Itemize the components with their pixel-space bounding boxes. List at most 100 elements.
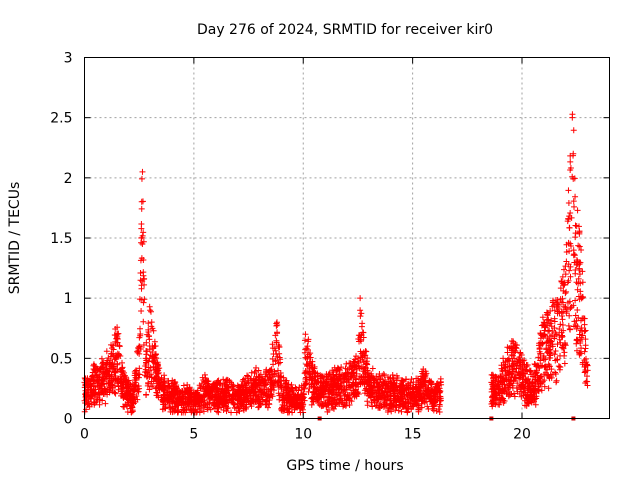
data-point: [212, 393, 219, 400]
data-point: [169, 398, 176, 405]
data-point: [275, 390, 282, 397]
data-point: [269, 356, 276, 363]
data-point: [406, 390, 413, 397]
data-point: [533, 368, 540, 375]
data-point: [551, 351, 558, 358]
data-point: [308, 373, 315, 380]
y-axis-label: SRMTID / TECUs: [7, 182, 23, 295]
data-point: [284, 405, 291, 412]
data-point: [366, 382, 373, 389]
data-point: [87, 395, 94, 402]
data-point: [305, 338, 312, 345]
data-point: [329, 395, 336, 402]
data-point: [518, 388, 525, 395]
data-point: [203, 387, 210, 394]
data-point: [214, 389, 221, 396]
data-point: [582, 327, 589, 334]
data-point: [545, 385, 552, 392]
data-point: [180, 404, 187, 411]
data-point: [140, 238, 147, 245]
data-point: [584, 378, 591, 385]
data-point: [138, 255, 145, 262]
data-point: [141, 372, 148, 379]
data-point: [251, 382, 258, 389]
data-point: [356, 338, 363, 345]
data-point: [137, 325, 144, 332]
data-point: [554, 341, 561, 348]
data-point: [141, 296, 148, 303]
data-point: [370, 391, 377, 398]
data-point: [123, 403, 130, 410]
data-point: [334, 384, 341, 391]
data-point: [416, 396, 423, 403]
data-point: [348, 372, 355, 379]
data-point: [393, 395, 400, 402]
data-point: [295, 393, 302, 400]
data-point: [135, 345, 142, 352]
data-point: [129, 391, 136, 398]
data-point: [289, 389, 296, 396]
y-tick-label: 1.5: [50, 231, 72, 247]
grid-lines: [84, 57, 610, 419]
data-point: [579, 279, 586, 286]
data-point: [403, 376, 410, 383]
data-point: [174, 406, 181, 413]
data-point: [349, 366, 356, 373]
data-point: [142, 362, 149, 369]
data-point: [355, 332, 362, 339]
data-point: [539, 340, 546, 347]
data-point: [299, 403, 306, 410]
data-point: [532, 401, 539, 408]
data-point: [488, 379, 495, 386]
data-point: [224, 396, 231, 403]
data-point: [260, 382, 267, 389]
data-point: [567, 158, 574, 165]
data-point: [540, 352, 547, 359]
data-point: [172, 379, 179, 386]
data-point: [304, 363, 311, 370]
data-point: [278, 381, 285, 388]
data-point: [404, 409, 411, 416]
data-point: [250, 398, 257, 405]
data-point: [500, 388, 507, 395]
data-point: [582, 336, 589, 343]
data-point: [311, 373, 318, 380]
data-point: [499, 395, 506, 402]
data-point: [559, 316, 566, 323]
data-point: [199, 374, 206, 381]
data-point: [571, 259, 578, 266]
data-point: [280, 374, 287, 381]
data-point: [559, 295, 566, 302]
data-point: [298, 386, 305, 393]
data-point: [566, 224, 573, 231]
data-point: [274, 319, 280, 326]
data-point: [572, 193, 579, 200]
data-point: [112, 368, 119, 374]
data-point: [275, 360, 282, 367]
data-point: [397, 380, 404, 387]
data-point: [512, 341, 519, 348]
data-point: [138, 235, 145, 241]
data-point: [573, 279, 580, 286]
data-point: [222, 390, 229, 397]
data-point: [285, 381, 292, 388]
data-point: [209, 381, 216, 388]
data-point: [561, 352, 568, 359]
data-point: [521, 385, 528, 392]
data-point: [375, 404, 382, 411]
data-point: [572, 267, 579, 274]
data-point: [415, 393, 422, 400]
data-point: [507, 377, 514, 384]
data-point: [408, 390, 415, 397]
data-point: [541, 383, 548, 390]
data-point: [303, 374, 310, 381]
data-point: [255, 376, 262, 383]
data-point: [104, 391, 111, 398]
data-point: [329, 383, 336, 390]
data-point: [270, 382, 277, 389]
data-point: [131, 383, 138, 390]
data-point: [559, 321, 566, 328]
data-point: [527, 367, 534, 374]
data-point: [256, 373, 263, 380]
data-point: [166, 399, 173, 406]
